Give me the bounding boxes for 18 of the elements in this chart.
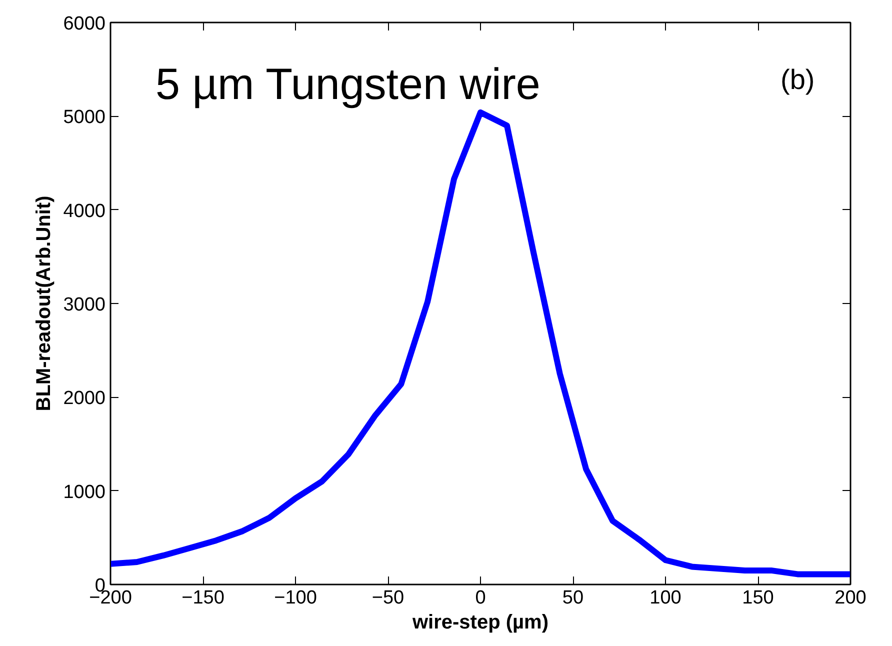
x-axis-title: wire-step (µm): [412, 612, 549, 634]
annotation: (b): [780, 64, 815, 95]
y-tick-label: 2000: [63, 388, 106, 410]
x-tick-label: 100: [650, 588, 682, 608]
x-tick-label: −150: [182, 588, 224, 608]
x-tick-label: −50: [372, 588, 404, 608]
y-tick-label: 6000: [63, 14, 106, 34]
y-tick-label: 5000: [63, 107, 106, 128]
annotation: 5 µm Tungsten wire: [156, 60, 540, 109]
y-tick-label: 3000: [63, 294, 106, 316]
y-axis-title: BLM-readout(Arb.Unit): [33, 196, 56, 412]
y-tick-label: 1000: [63, 482, 106, 503]
x-tick-label: 150: [742, 588, 774, 608]
x-tick-label: 50: [562, 588, 584, 608]
y-tick-label: 4000: [63, 200, 106, 222]
x-tick-label: 200: [834, 588, 866, 608]
x-tick-label: 0: [475, 588, 486, 608]
x-tick-label: −100: [274, 588, 317, 608]
